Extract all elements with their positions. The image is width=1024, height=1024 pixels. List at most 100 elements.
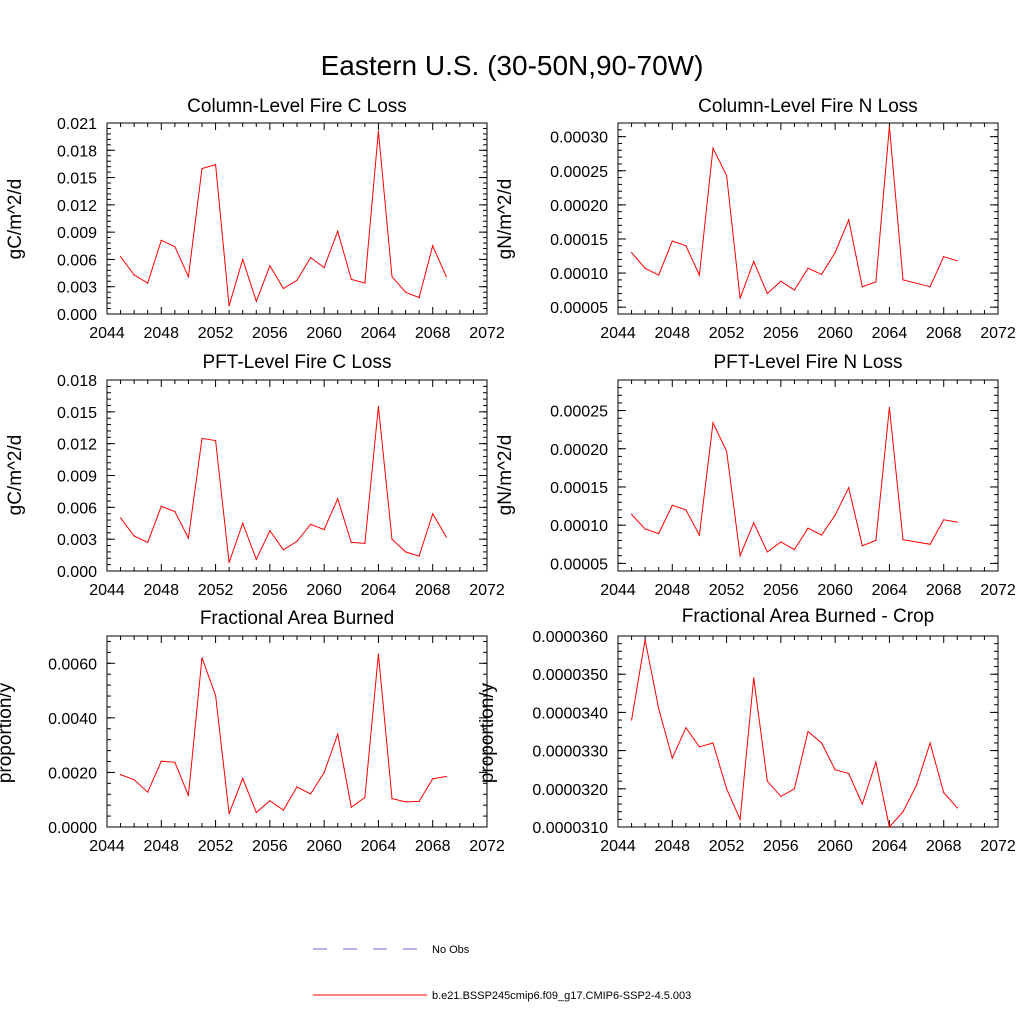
- chart-5-data-point: [915, 784, 918, 786]
- chart-2-ytick-label: 0.009: [57, 469, 97, 486]
- chart-4-xtick-label: 2068: [415, 838, 451, 855]
- chart-0-ytick-label: 0.003: [57, 280, 97, 297]
- page-title: Eastern U.S. (30-50N,90-70W): [320, 50, 704, 81]
- chart-4-data-point: [377, 653, 380, 655]
- chart-4-data-point: [364, 796, 366, 799]
- chart-1-ytick-label: 0.00025: [550, 164, 608, 181]
- chart-2-data-point: [282, 549, 285, 551]
- chart-1-xtick-label: 2052: [709, 325, 745, 342]
- chart-5-data-point: [929, 742, 931, 744]
- chart-5-xtick-label: 2060: [817, 838, 853, 855]
- chart-1-ytick-label: 0.00015: [550, 232, 608, 249]
- chart-3-ytick-label: 0.00025: [550, 404, 608, 421]
- chart-2-data-point: [187, 537, 190, 539]
- chart-3-data-point: [807, 527, 809, 529]
- chart-4-xtick-label: 2072: [469, 838, 505, 855]
- chart-2-data-point: [201, 437, 203, 439]
- chart-0-data-point: [296, 279, 298, 281]
- chart-0-ytick-label: 0.015: [57, 171, 97, 188]
- chart-5-xtick-label: 2072: [980, 838, 1016, 855]
- chart-1-xtick-label: 2056: [763, 325, 799, 342]
- chart-1-data-point: [753, 260, 755, 263]
- chart-1-data-point: [766, 292, 768, 295]
- chart-0-data-point: [255, 300, 257, 302]
- chart-5-ytick-label: 0.0000360: [532, 629, 608, 646]
- chart-2-xtick-label: 2056: [252, 582, 288, 599]
- chart-5-data-point: [685, 727, 687, 729]
- chart-3-data-point: [888, 406, 891, 409]
- chart-4-data-point: [133, 779, 135, 781]
- chart-2-data-point: [296, 540, 298, 542]
- chart-0-data-point: [404, 291, 407, 293]
- chart-5-xtick-label: 2064: [872, 838, 908, 855]
- chart-3-data-point: [671, 504, 673, 506]
- chart-0-data-point: [174, 246, 176, 248]
- chart-3-xtick-label: 2056: [763, 582, 799, 599]
- chart-2-xtick-label: 2052: [198, 582, 234, 599]
- chart-0-data-point: [214, 164, 217, 166]
- chart-1-ytick-label: 0.00020: [550, 198, 608, 215]
- chart-5-data-point: [658, 707, 660, 710]
- chart-2-data-point: [160, 505, 162, 507]
- chart-2-ytick-label: 0.012: [57, 437, 97, 454]
- chart-5-xtick-label: 2044: [600, 838, 636, 855]
- chart-1-data-point: [712, 147, 714, 149]
- chart-1-data-point: [725, 174, 728, 177]
- chart-3-data-point: [630, 513, 633, 516]
- chart-4-data-point: [337, 733, 339, 735]
- chart-4-data-point: [255, 811, 257, 814]
- chart-0-ytick-label: 0.006: [57, 252, 97, 269]
- chart-2-data-point: [323, 529, 325, 531]
- chart-5-data-point: [739, 818, 741, 820]
- chart-1-xtick-label: 2044: [600, 325, 636, 342]
- chart-0-ytick-label: 0.021: [57, 116, 97, 133]
- chart-5-data-point: [766, 780, 768, 782]
- chart-5-ytick-label: 0.0000330: [532, 744, 608, 761]
- chart-3-ytick-label: 0.00015: [550, 480, 608, 497]
- chart-0-data-point: [228, 305, 230, 307]
- chart-3-data-point: [848, 487, 850, 489]
- chart-2-data-point: [391, 538, 393, 540]
- chart-5-xtick-label: 2068: [926, 838, 962, 855]
- chart-2-xtick-label: 2068: [415, 582, 451, 599]
- chart-4-data-point: [187, 795, 190, 797]
- chart-5-data-point: [644, 639, 646, 641]
- chart-1-data-point: [685, 245, 687, 247]
- chart-2-data-point: [228, 561, 230, 564]
- chart-5-data-point: [943, 792, 945, 794]
- chart-5-xtick-label: 2056: [763, 838, 799, 855]
- chart-4-data-point: [432, 778, 434, 780]
- chart-3-data-point: [658, 532, 660, 535]
- chart-5-data-point: [630, 719, 633, 721]
- chart-0-xtick-label: 2068: [415, 325, 451, 342]
- chart-1-data-point: [780, 280, 782, 282]
- chart-0-ytick-label: 0.012: [57, 198, 97, 215]
- chart-2-data-point: [350, 541, 352, 543]
- chart-1-ytick-label: 0.00030: [550, 130, 608, 147]
- chart-2-data-point: [174, 510, 176, 513]
- chart-2-data-point: [133, 535, 135, 537]
- chart-3-xtick-label: 2044: [600, 582, 636, 599]
- chart-2-xtick-label: 2060: [306, 582, 342, 599]
- panel-title-column-c: Column-Level Fire C Loss: [187, 96, 407, 117]
- chart-5-xtick-label: 2052: [709, 838, 745, 855]
- chart-3-data-point: [915, 541, 918, 543]
- chart-0-ytick-label: 0.018: [57, 143, 97, 160]
- chart-0-xtick-label: 2060: [306, 325, 342, 342]
- chart-0-data-point: [309, 257, 312, 259]
- chart-3-data-point: [766, 551, 768, 553]
- chart-1-data-point: [902, 279, 904, 281]
- chart-1-data-point: [807, 267, 809, 269]
- chart-3-xtick-label: 2064: [872, 582, 908, 599]
- chart-4-data-point: [282, 809, 285, 811]
- chart-4-data-point: [201, 657, 203, 659]
- chart-0-data-point: [201, 167, 203, 170]
- chart-5-xtick-label: 2048: [654, 838, 690, 855]
- chart-2-data-point: [445, 536, 447, 538]
- chart-3-xtick-label: 2052: [709, 582, 745, 599]
- chart-1-ytick-label: 0.00005: [550, 300, 608, 317]
- legend-label-model: b.e21.BSSP245cmip6.f09_g17.CMIP6-SSP2-4.…: [432, 990, 692, 1002]
- chart-0-data-point: [432, 245, 434, 247]
- chart-1-data-point: [793, 289, 796, 291]
- chart-2-ytick-label: 0.003: [57, 532, 97, 549]
